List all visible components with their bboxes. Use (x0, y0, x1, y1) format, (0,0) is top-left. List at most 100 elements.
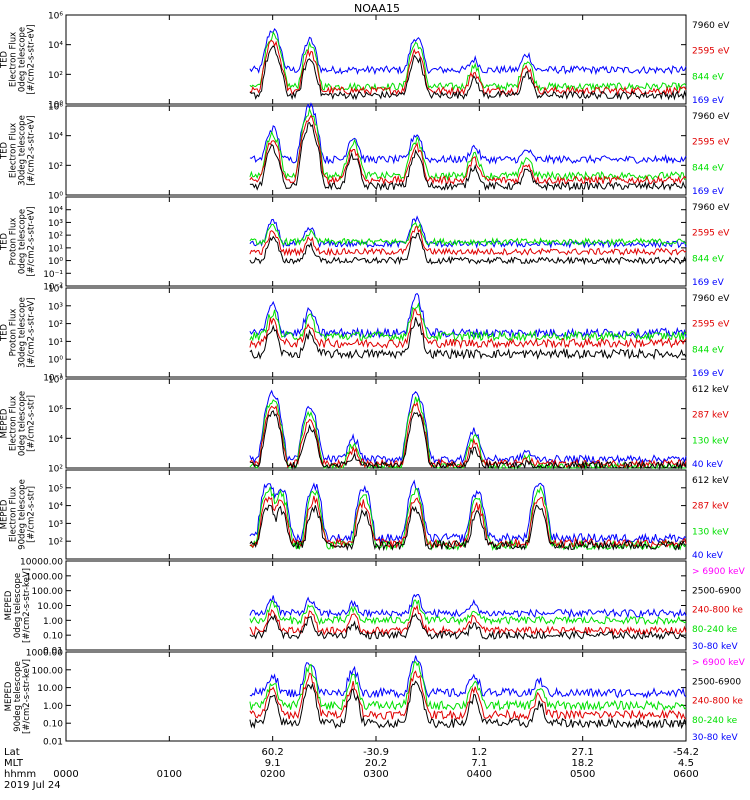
series-blue-line (249, 479, 687, 545)
hhmm-tick-label: 0000 (53, 769, 78, 780)
mlt-tick-label: 9.1 (265, 758, 281, 769)
y-tick-label: 10³ (48, 219, 63, 229)
y-tick-label: 10³ (48, 520, 63, 530)
legend-entry: > 6900 keV (692, 658, 746, 668)
legend-entry: 40 keV (692, 460, 724, 470)
y-tick-label: 1000.00 (26, 649, 63, 659)
hhmm-tick-label: 0200 (260, 769, 285, 780)
legend-entry: 169 eV (692, 187, 725, 197)
y-axis-label-line: 30deg telescope (18, 297, 28, 368)
y-axis-label: MEPED90deg telescope[#/cm2-s-str-keV] (4, 659, 32, 734)
legend-entry: 169 eV (692, 278, 725, 288)
series-black-line (249, 409, 687, 470)
x-axis: Lat MLT hhmm 2019 Jul 24 60.2 -30.9 1.2 27.… (4, 747, 699, 791)
series-black-line (249, 680, 687, 730)
y-tick-label: 10⁴ (48, 285, 63, 295)
y-tick-label: 0.01 (43, 647, 63, 657)
y-axis-label: TEDProton Flux0deg telescope[#/cm2-s-str… (0, 206, 37, 276)
series-red-line (249, 309, 687, 350)
hhmm-tick-label: 0100 (157, 769, 182, 780)
y-tick-label: 10² (48, 465, 63, 475)
y-tick-label: 10⁰ (48, 356, 63, 366)
y-axis-label-line: MEPED (4, 590, 14, 620)
y-axis-label: TEDProton Flux30deg telescope[#/cm2-s-st… (0, 297, 37, 368)
legend-entry: > 6900 keV (692, 567, 746, 577)
y-axis-label-line: [#/cm2-s-str-eV] (27, 24, 37, 94)
y-tick-label: 10⁴ (48, 435, 63, 445)
y-axis-label: MEPED0deg telescope[#/cm2-s-str-keV] (4, 568, 32, 643)
y-tick-label: 10² (48, 232, 63, 242)
y-axis-label-line: Electron Flux (9, 396, 19, 451)
y-tick-label: 10⁴ (48, 41, 63, 51)
y-axis-label: MEPEDElectron Flux0deg telescope[#/cm2-s… (0, 391, 37, 456)
y-axis-label-line: [#/cm2-s-str-eV] (27, 206, 37, 276)
legend-entry: 844 eV (692, 254, 725, 264)
y-axis-label-line: TED (0, 141, 10, 160)
y-axis-label-line: 0deg telescope (13, 573, 23, 638)
series-green-line (249, 599, 687, 626)
series-blue-line (249, 102, 687, 165)
y-tick-label: 10⁶ (48, 103, 63, 113)
y-axis-label-line: 0deg telescope (18, 27, 28, 92)
mlt-tick-label: 7.1 (471, 758, 487, 769)
figure-title: NOAA15 (354, 2, 400, 15)
y-axis-label-line: 90deg telescope (18, 479, 28, 550)
y-tick-label: 10⁻² (43, 283, 63, 293)
y-axis-label-line: Electron Flux (9, 32, 19, 87)
mlt-tick-label: 4.5 (678, 758, 694, 769)
series-blue-line (249, 593, 687, 619)
y-tick-label: 10⁵ (48, 484, 63, 494)
series-red-line (249, 226, 687, 257)
hhmm-tick-label: 0600 (673, 769, 698, 780)
y-axis-label-line: [#/cm2-s-str] (27, 486, 37, 543)
y-tick-label: 100.00 (32, 666, 64, 676)
series-blue-line (249, 292, 687, 340)
legend-entry: 80-240 ke (692, 716, 738, 726)
series-black-line (249, 45, 687, 101)
y-tick-label: 10⁶ (48, 12, 63, 22)
panel-p1: 10⁰ 10² 10⁴ 10⁶ TEDElectron Flux0deg telesco… (0, 12, 730, 111)
y-tick-label: 10¹ (48, 338, 63, 348)
legend-entry: 7960 eV (692, 294, 730, 304)
y-axis-label-line: MEPED (4, 681, 14, 711)
legend-entry: 7960 eV (692, 203, 730, 213)
y-tick-label: 10⁻¹ (43, 374, 63, 384)
y-axis-label-line: [#/cm2-s-str-eV] (27, 115, 37, 185)
y-tick-label: 10¹ (48, 244, 63, 254)
y-tick-label: 10⁴ (48, 502, 63, 512)
legend-entry: 844 eV (692, 345, 725, 355)
series-red-line (249, 114, 687, 186)
y-axis-label-line: Proton Flux (9, 218, 19, 266)
mlt-tick-label: 18.2 (572, 758, 594, 769)
legend-entry: 2595 eV (692, 47, 730, 57)
legend-entry: 2595 eV (692, 320, 730, 330)
legend-entry: 30-80 keV (692, 733, 738, 743)
y-tick-label: 10⁴ (48, 206, 63, 216)
y-axis-label-line: 0deg telescope (18, 391, 28, 456)
hhmm-tick-label: 0500 (570, 769, 595, 780)
legend-entry: 7960 eV (692, 112, 730, 122)
legend-entry: 844 eV (692, 163, 725, 173)
y-axis-label-line: [#/cm2-s-str] (27, 395, 37, 452)
y-axis-label-line: MEPED (0, 499, 10, 529)
legend-entry: 2500-6900 (692, 677, 741, 687)
legend-entry: 169 eV (692, 96, 725, 106)
series-blue-line (249, 655, 687, 699)
y-axis-label-line: Electron Flux (9, 487, 19, 542)
y-axis-label-line: [#/cm2-s-str-keV] (22, 568, 32, 643)
lat-tick-label: 1.2 (471, 747, 487, 758)
legend-entry: 130 keV (692, 527, 729, 537)
panel-frame (65, 378, 687, 469)
series-green-line (249, 485, 687, 551)
y-tick-label: 0.10 (43, 632, 63, 642)
series-red-line (249, 495, 687, 549)
legend-entry: 130 keV (692, 436, 729, 446)
y-tick-label: 10² (48, 538, 63, 548)
lat-tick-label: 27.1 (572, 747, 594, 758)
legend-entry: 169 eV (692, 369, 725, 379)
series-blue-line (249, 27, 687, 76)
hhmm-row-label: hhmm (4, 769, 36, 780)
y-tick-label: 10⁸ (48, 376, 63, 386)
legend-entry: 287 keV (692, 411, 729, 421)
